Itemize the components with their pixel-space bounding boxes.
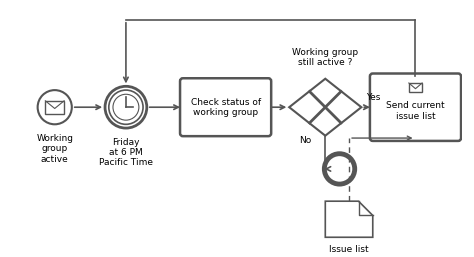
Polygon shape [325, 201, 373, 237]
Bar [46, 101, 64, 114]
Text: Issue list: Issue list [329, 245, 369, 254]
Polygon shape [289, 79, 361, 136]
Text: Friday
at 6 PM
Pacific Time: Friday at 6 PM Pacific Time [99, 137, 153, 167]
Text: No: No [299, 136, 311, 145]
FancyBboxPatch shape [180, 78, 271, 136]
Circle shape [105, 86, 147, 128]
Text: Working group
still active ?: Working group still active ? [292, 48, 358, 67]
Text: Send current
issue list: Send current issue list [386, 101, 445, 121]
Text: Check status of
working group: Check status of working group [191, 97, 261, 117]
Text: Working
group
active: Working group active [36, 134, 73, 164]
Circle shape [37, 90, 72, 124]
FancyBboxPatch shape [370, 74, 461, 141]
Circle shape [324, 154, 355, 184]
Bar [409, 83, 422, 93]
Text: Yes: Yes [366, 93, 381, 102]
